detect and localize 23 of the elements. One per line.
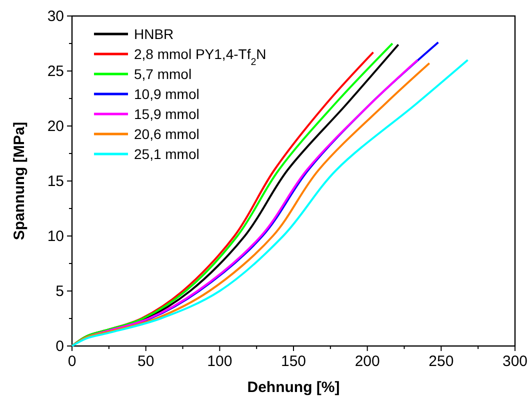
x-tick-label: 100 — [207, 353, 232, 370]
x-axis-title: Dehnung [%] — [247, 379, 340, 396]
legend-label: 10,9 mmol — [134, 86, 200, 102]
legend-label: 25,1 mmol — [134, 146, 200, 162]
y-tick-label: 0 — [56, 338, 64, 355]
x-tick-label: 150 — [280, 353, 306, 370]
y-axis-title: Spannung [MPa] — [11, 122, 28, 240]
legend-label: 15,9 mmol — [134, 106, 200, 122]
y-tick-label: 10 — [47, 228, 64, 245]
y-tick-label: 25 — [47, 63, 64, 80]
legend-label: HNBR — [134, 26, 174, 42]
y-tick-label: 20 — [47, 118, 64, 135]
legend-label: 20,6 mmol — [134, 126, 200, 142]
x-tick-label: 250 — [428, 353, 454, 370]
x-tick-label: 200 — [354, 353, 380, 370]
x-tick-label: 300 — [502, 353, 528, 370]
y-tick-label: 15 — [47, 173, 64, 190]
y-tick-label: 30 — [47, 8, 64, 25]
legend-label: 2,8 mmol PY1,4-Tf$_{2}$N — [134, 46, 266, 68]
y-tick-label: 5 — [56, 283, 64, 300]
x-tick-label: 0 — [68, 353, 76, 370]
x-tick-label: 50 — [137, 353, 154, 370]
legend-label: 5,7 mmol — [134, 66, 192, 82]
